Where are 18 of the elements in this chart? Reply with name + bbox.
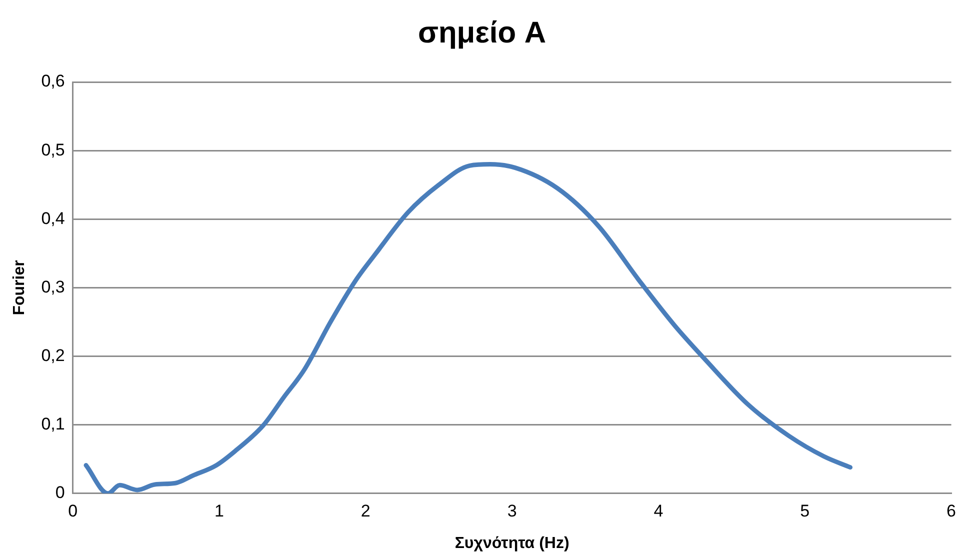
x-tick-label: 2 [360,501,370,520]
x-axis-title: Συχνότητα (Hz) [454,534,570,552]
x-tick-label: 4 [654,501,664,520]
x-tick-label: 6 [946,501,956,520]
y-tick-label: 0,6 [41,72,65,91]
x-tick-label: 1 [214,501,224,520]
x-tick-label: 3 [507,501,517,520]
x-tick-label: 0 [68,501,78,520]
y-tick-label: 0,2 [41,346,65,365]
y-axis-title: Fourier [11,260,28,316]
y-tick-label: 0,4 [41,208,65,228]
x-tick-label: 5 [800,501,810,520]
y-tick-label: 0,1 [41,414,65,434]
chart-title: σημείο A [418,16,546,50]
line-series [84,162,852,494]
y-tick-label: 0 [55,483,65,502]
y-tick-label: 0,5 [41,140,65,160]
y-tick-label: 0,3 [41,277,65,296]
